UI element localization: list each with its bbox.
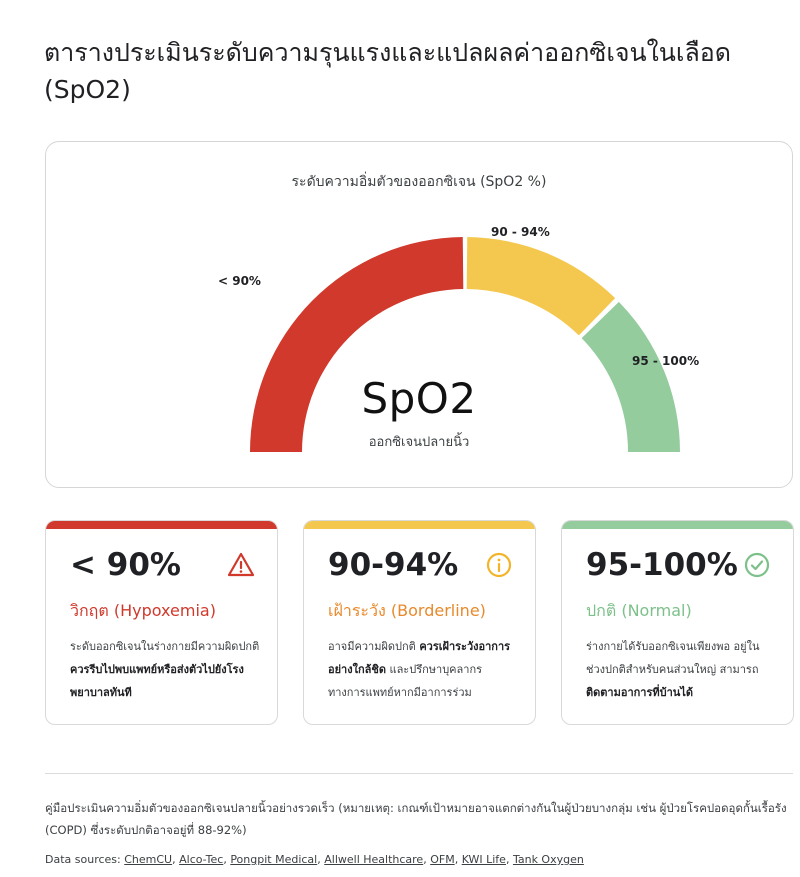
card-range: < 90% [70,547,181,583]
status-card-normal: 95-100% ปกติ (Normal) ร่างกายได้รับออกซิ… [561,520,794,725]
desc-text: และปรึกษาบุคลากรทางการแพทย์หากมีอาการร่ว… [328,663,483,699]
desc-emphasis: ติดตามอาการที่บ้านได้ [586,686,693,699]
card-status: ปกติ (Normal) [586,601,692,620]
check-circle-icon [744,552,770,578]
gauge-label-normal: 95 - 100% [632,354,700,368]
gauge-label-low: < 90% [218,274,261,288]
page-title: ตารางประเมินระดับความรุนแรงและแปลผลค่าออ… [44,38,732,104]
source-link[interactable]: Pongpit Medical [230,853,318,866]
card-status: วิกฤต (Hypoxemia) [70,601,216,620]
card-range: 90-94% [328,547,459,583]
source-link[interactable]: Allwell Healthcare [324,853,424,866]
gauge-segment-borderline [466,237,616,336]
info-circle-icon [486,552,512,578]
source-link[interactable]: Tank Oxygen [512,853,584,866]
status-card-critical: < 90% วิกฤต (Hypoxemia) ระดับออกซิเจนในร… [45,520,278,725]
footnote: คู่มือประเมินความอิ่มตัวของออกซิเจนปลายน… [45,801,787,837]
status-card-borderline: 90-94% เฝ้าระวัง (Borderline) อาจมีความผ… [303,520,536,725]
data-sources: Data sources: ChemCU, Alco-Tec, Pongpit … [45,853,584,866]
card-color-bar [562,521,793,529]
desc-text: ร่างกายได้รับออกซิเจนเพียงพอ อยู่ในช่วงป… [586,640,760,676]
source-link[interactable]: KWI Life [461,853,506,866]
card-status: เฝ้าระวัง (Borderline) [328,601,486,620]
gauge-center-subtitle: ออกซิเจนปลายนิ้ว [368,435,470,450]
card-description: ระดับออกซิเจนในร่างกายมีความผิดปกติ ควรร… [70,635,260,704]
source-link[interactable]: ChemCU [124,853,173,866]
gauge-segment-normal [581,301,680,452]
gauge-segment-low [250,237,464,452]
gauge-label-borderline: 90 - 94% [491,225,550,239]
source-link[interactable]: Alco-Tec [179,853,224,866]
divider [45,773,793,774]
warning-triangle-icon [227,552,255,577]
gauge-card: ระดับความอิ่มตัวของออกซิเจน (SpO2 %) < 9… [45,141,793,488]
card-range: 95-100% [586,547,738,583]
card-color-bar [304,521,535,529]
source-link[interactable]: OFM [430,853,455,866]
card-description: ร่างกายได้รับออกซิเจนเพียงพอ อยู่ในช่วงป… [586,635,776,704]
sources-prefix: Data sources: [45,853,125,866]
gauge-svg [250,237,680,452]
gauge-center-title: SpO2 [361,374,477,423]
desc-text: ระดับออกซิเจนในร่างกายมีความผิดปกติ [70,640,260,653]
desc-text: อาจมีความผิดปกติ [328,640,420,653]
desc-emphasis: ควรเฝ้าระวังอาการอย่างใกล้ชิด [328,640,511,676]
card-color-bar [46,521,277,529]
card-description: อาจมีความผิดปกติ ควรเฝ้าระวังอาการอย่างใ… [328,635,518,704]
desc-emphasis: ควรรีบไปพบแพทย์หรือส่งตัวไปยังโรงพยาบาลท… [70,663,244,699]
gauge-heading: ระดับความอิ่มตัวของออกซิเจน (SpO2 %) [291,174,547,190]
